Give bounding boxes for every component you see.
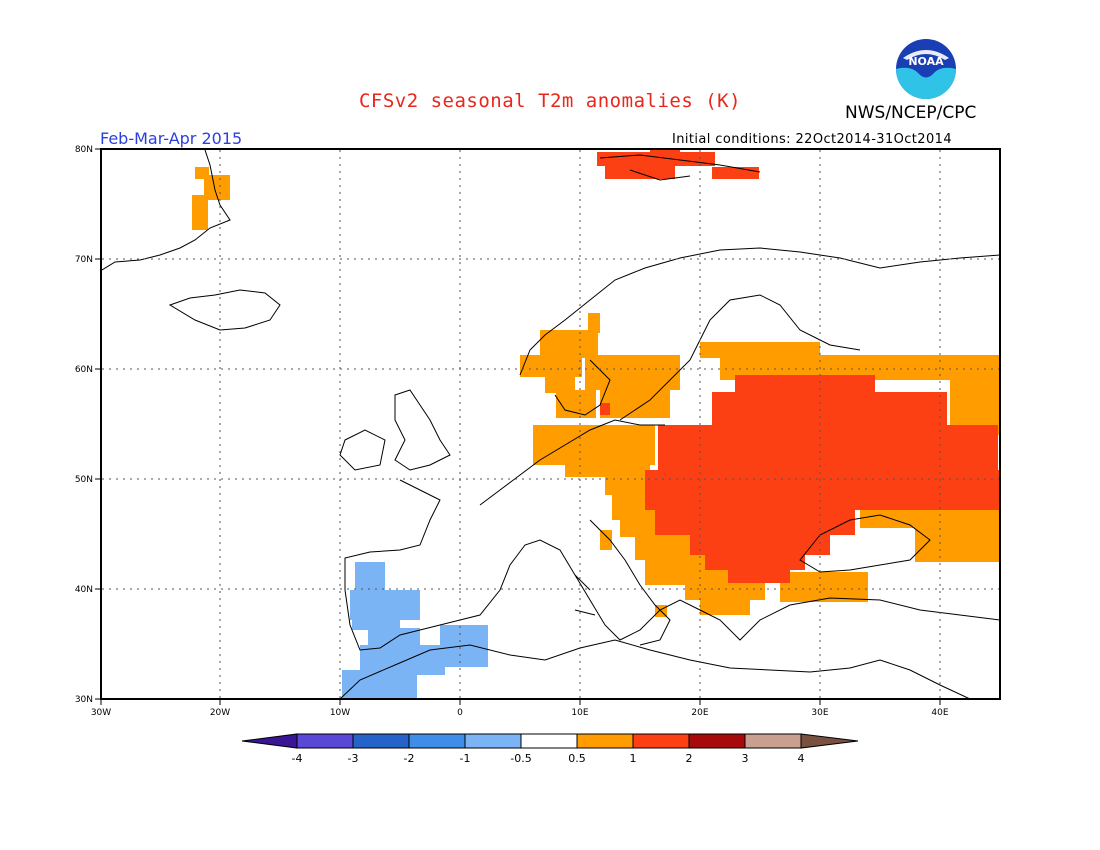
forecast-period-label: Feb-Mar-Apr 2015 <box>100 129 243 148</box>
lat-label: 60N <box>75 365 93 375</box>
colorbar-arrow-low <box>241 733 298 749</box>
colorbar-swatch <box>576 733 634 749</box>
colorbar-tick-label: -3 <box>348 752 359 765</box>
colorbar-swatch <box>632 733 690 749</box>
anomaly-region-eastern-europe <box>645 375 1000 583</box>
colorbar-swatch <box>464 733 522 749</box>
lat-label: 40N <box>75 585 93 595</box>
organization-label: NWS/NCEP/CPC <box>845 103 977 123</box>
coastline-western-europe <box>344 419 1000 651</box>
coastline-iceland <box>168 289 281 331</box>
colorbar-swatch <box>688 733 746 749</box>
noaa-logo: NOAA <box>896 39 956 99</box>
colorbar-tick-label: 2 <box>686 752 693 765</box>
lat-label: 70N <box>75 255 93 265</box>
anomaly-region-svalbard <box>597 150 759 179</box>
coastlines <box>102 150 1000 699</box>
anomaly-fields <box>192 150 1000 699</box>
colorbar-tick-label: 3 <box>742 752 749 765</box>
coastline-scandinavia <box>519 247 1000 421</box>
lon-label: 30E <box>811 708 828 718</box>
longitude-labels: 30W 20W 10W 0 10E 20E 30E 40E <box>91 708 949 718</box>
coastline-british-isles <box>339 389 451 471</box>
lon-label: 10E <box>571 708 588 718</box>
anomaly-region-scandinavia <box>520 313 820 418</box>
colorbar-swatch <box>296 733 354 749</box>
colorbar-swatch <box>408 733 466 749</box>
colorbar-tick-label: 4 <box>798 752 805 765</box>
colorbar-tick-label: 1 <box>630 752 637 765</box>
colorbar-arrow-high <box>800 733 859 749</box>
coastline-black-sea <box>799 514 931 573</box>
lon-label: 20E <box>691 708 708 718</box>
axis-ticks <box>95 148 941 705</box>
colorbar-tick-label: -0.5 <box>510 752 531 765</box>
colorbar-tick-label: -1 <box>460 752 471 765</box>
lat-label: 80N <box>75 145 93 155</box>
chart-title: CFSv2 seasonal T2m anomalies (K) <box>358 90 742 112</box>
svg-text:NOAA: NOAA <box>908 55 944 68</box>
lon-label: 40E <box>931 708 948 718</box>
coastline-svalbard <box>599 154 761 181</box>
colorbar-labels: -4 -3 -2 -1 -0.5 0.5 1 2 3 4 <box>292 752 805 765</box>
lon-label: 20W <box>210 708 230 718</box>
colorbar-tick-label: -4 <box>292 752 303 765</box>
initial-conditions-label: Initial conditions: 22Oct2014-31Oct2014 <box>672 132 952 147</box>
colorbar-tick-label: 0.5 <box>568 752 586 765</box>
map-frame <box>100 148 1001 700</box>
graticule <box>102 150 1000 699</box>
colorbar-tick-label: -2 <box>404 752 415 765</box>
coastline-greenland <box>102 150 231 271</box>
colorbar-swatch <box>744 733 802 749</box>
colorbar-swatch <box>352 733 410 749</box>
colorbar <box>241 733 859 749</box>
coastline-north-africa <box>339 639 971 699</box>
latitude-labels: 30N 40N 50N 60N 70N 80N <box>75 145 93 705</box>
colorbar-swatch <box>520 733 578 749</box>
lon-label: 10W <box>330 708 350 718</box>
anomaly-region-greenland <box>192 167 230 230</box>
lat-label: 50N <box>75 475 93 485</box>
lat-label: 30N <box>75 695 93 705</box>
coastline-italy <box>574 519 671 646</box>
lon-label: 0 <box>457 708 463 718</box>
lon-label: 30W <box>91 708 111 718</box>
anomaly-region-iberia <box>342 562 488 699</box>
